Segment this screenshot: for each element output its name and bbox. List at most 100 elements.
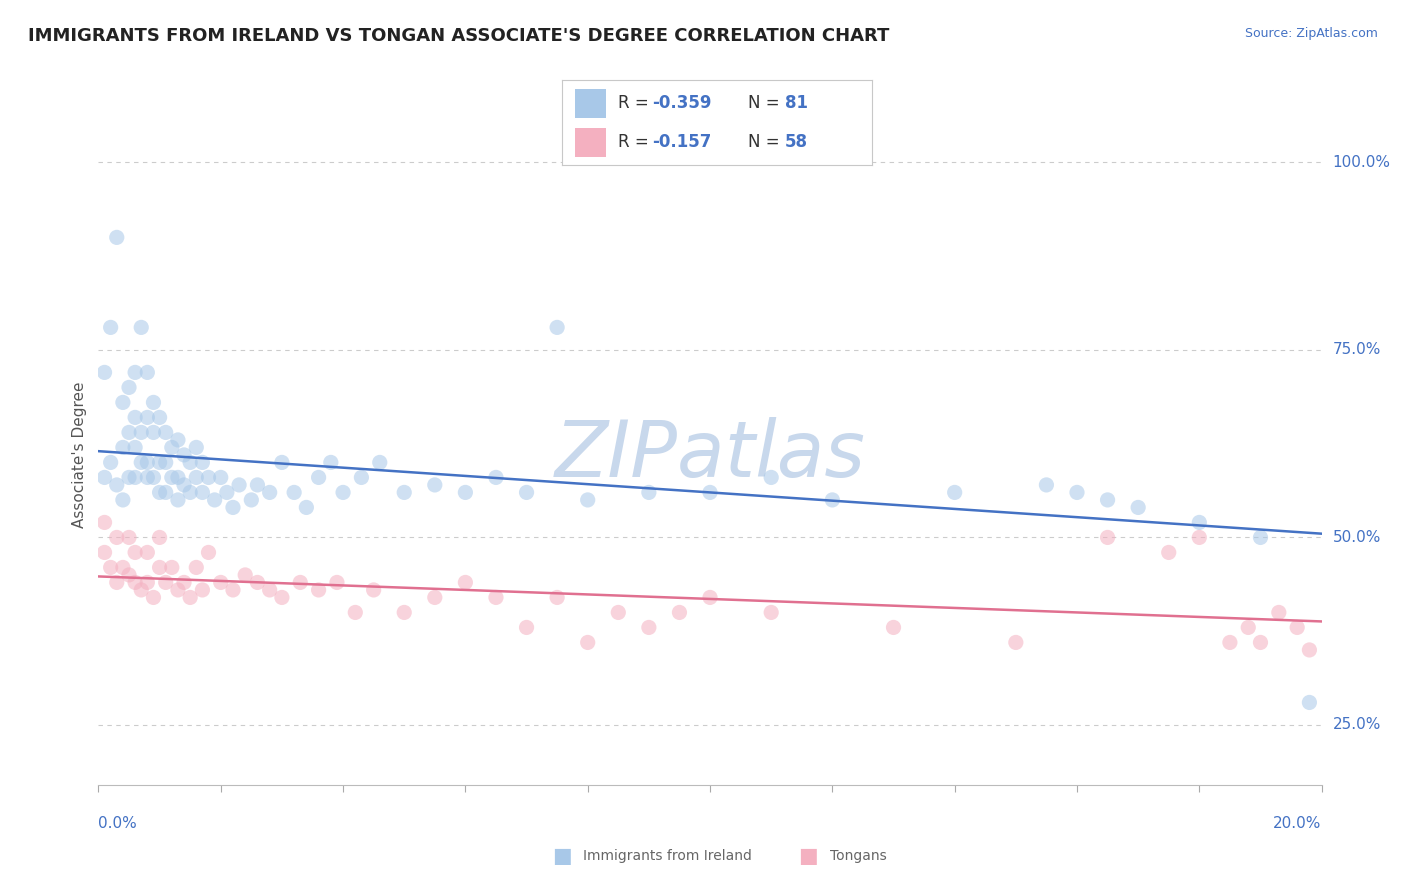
Point xyxy=(136,470,159,484)
Point xyxy=(546,320,568,334)
Point xyxy=(167,582,190,597)
Point xyxy=(100,320,122,334)
Point xyxy=(283,485,305,500)
Point xyxy=(136,366,159,380)
Point xyxy=(246,575,269,590)
Y-axis label: Associate's Degree: Associate's Degree xyxy=(72,382,87,528)
Point xyxy=(93,366,115,380)
Point xyxy=(759,606,782,620)
Point xyxy=(454,485,477,500)
Point xyxy=(100,560,122,574)
Point xyxy=(129,320,152,334)
Point xyxy=(105,530,128,544)
Point xyxy=(516,620,538,634)
Point xyxy=(105,478,128,492)
Point xyxy=(222,500,245,515)
Point xyxy=(124,366,146,380)
Point xyxy=(1066,485,1088,500)
Point xyxy=(111,395,134,409)
Point xyxy=(1157,545,1180,559)
Point xyxy=(1286,620,1309,634)
Point xyxy=(290,575,312,590)
Point xyxy=(368,455,391,469)
Point xyxy=(350,470,373,484)
Point xyxy=(179,591,201,605)
Point xyxy=(485,591,508,605)
Point xyxy=(124,575,146,590)
Point xyxy=(155,575,177,590)
Text: ■: ■ xyxy=(799,847,818,866)
Point xyxy=(1188,530,1211,544)
Text: Source: ZipAtlas.com: Source: ZipAtlas.com xyxy=(1244,27,1378,40)
Point xyxy=(308,470,330,484)
Point xyxy=(259,582,281,597)
Point xyxy=(209,575,232,590)
Text: ZIPatlas: ZIPatlas xyxy=(554,417,866,493)
Point xyxy=(179,455,201,469)
Point xyxy=(319,455,342,469)
Point xyxy=(233,568,256,582)
Point xyxy=(607,606,630,620)
Point xyxy=(1097,492,1119,507)
Point xyxy=(124,410,146,425)
Point xyxy=(576,492,599,507)
Point xyxy=(326,575,349,590)
Text: -0.157: -0.157 xyxy=(652,133,711,151)
Point xyxy=(124,545,146,559)
Point xyxy=(93,516,115,530)
Bar xyxy=(575,128,606,157)
Point xyxy=(93,470,115,484)
Text: Tongans: Tongans xyxy=(830,849,886,863)
Point xyxy=(160,560,183,574)
Point xyxy=(129,455,152,469)
Point xyxy=(173,478,195,492)
Point xyxy=(228,478,250,492)
Text: R =: R = xyxy=(619,133,654,151)
Point xyxy=(93,545,115,559)
Point xyxy=(136,410,159,425)
Point xyxy=(149,530,172,544)
Point xyxy=(1097,530,1119,544)
Point xyxy=(485,470,508,484)
Point xyxy=(155,425,177,440)
Point xyxy=(759,470,782,484)
Point xyxy=(149,560,172,574)
Text: IMMIGRANTS FROM IRELAND VS TONGAN ASSOCIATE'S DEGREE CORRELATION CHART: IMMIGRANTS FROM IRELAND VS TONGAN ASSOCI… xyxy=(28,27,890,45)
Point xyxy=(454,575,477,590)
Text: 50.0%: 50.0% xyxy=(1333,530,1381,545)
Text: ■: ■ xyxy=(553,847,572,866)
Point xyxy=(167,433,190,447)
Text: 25.0%: 25.0% xyxy=(1333,717,1381,732)
Point xyxy=(118,425,141,440)
Point xyxy=(1004,635,1026,649)
Point xyxy=(209,470,232,484)
Point xyxy=(197,470,219,484)
Point xyxy=(1249,635,1271,649)
Point xyxy=(105,575,128,590)
Point xyxy=(699,591,721,605)
Point xyxy=(1188,516,1211,530)
Text: 75.0%: 75.0% xyxy=(1333,343,1381,358)
Point xyxy=(155,485,177,500)
Point xyxy=(1128,500,1150,515)
Point xyxy=(186,560,208,574)
Point xyxy=(191,582,214,597)
Point xyxy=(332,485,354,500)
Point xyxy=(308,582,330,597)
Point xyxy=(363,582,385,597)
Point xyxy=(637,620,661,634)
Point xyxy=(124,441,146,455)
Text: Immigrants from Ireland: Immigrants from Ireland xyxy=(583,849,752,863)
Point xyxy=(160,470,183,484)
Text: 20.0%: 20.0% xyxy=(1274,815,1322,830)
Point xyxy=(118,530,141,544)
Point xyxy=(142,591,165,605)
Point xyxy=(576,635,599,649)
Text: 0.0%: 0.0% xyxy=(98,815,138,830)
Point xyxy=(149,410,172,425)
Text: N =: N = xyxy=(748,95,785,112)
Point xyxy=(516,485,538,500)
Point xyxy=(259,485,281,500)
Point xyxy=(118,380,141,394)
Point xyxy=(270,455,292,469)
